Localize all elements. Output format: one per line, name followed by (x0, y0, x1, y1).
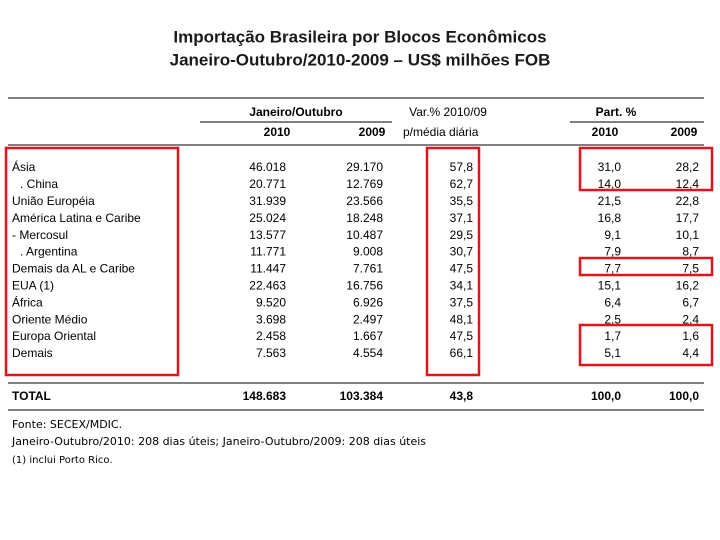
row-cell: 35,5 (450, 194, 474, 208)
column-header: 2009 (671, 125, 698, 139)
row-cell: 10.487 (346, 228, 383, 242)
row-cell: 3.698 (256, 312, 286, 326)
group-header: Part. % (596, 105, 637, 119)
row-cell: 15,1 (598, 278, 622, 292)
row-cell: 25.024 (249, 211, 286, 225)
total-cell: 103.384 (340, 389, 384, 403)
row-label: América Latina e Caribe (12, 211, 141, 225)
row-cell: 57,8 (450, 160, 474, 174)
row-cell: 7,5 (682, 262, 699, 276)
row-cell: 6,4 (604, 295, 621, 309)
total-cell: 100,0 (591, 389, 621, 403)
row-label: . China (20, 177, 58, 191)
row-cell: 23.566 (346, 194, 383, 208)
row-cell: 2.458 (256, 329, 286, 343)
row-cell: 4,4 (682, 346, 699, 360)
row-cell: 28,2 (676, 160, 700, 174)
highlight (578, 323, 714, 367)
total-label: TOTAL (12, 389, 51, 403)
row-cell: 16,2 (676, 278, 700, 292)
row-cell: 8,7 (682, 245, 699, 259)
row-cell: 5,1 (604, 346, 621, 360)
row-cell: 29.170 (346, 160, 383, 174)
row-cell: 62,7 (450, 177, 474, 191)
row-label: União Européia (12, 194, 95, 208)
row-cell: 9.008 (353, 245, 383, 259)
row-label: Demais (12, 346, 53, 360)
row-label: . Argentina (20, 245, 78, 259)
note: Janeiro-Outubro/2010: 208 dias úteis; Ja… (11, 435, 426, 448)
row-cell: 30,7 (450, 245, 474, 259)
total-cell: 148.683 (243, 389, 287, 403)
row-cell: 29,5 (450, 228, 474, 242)
row-cell: 66,1 (450, 346, 474, 360)
row-label: EUA (1) (12, 278, 54, 292)
row-cell: 7,7 (604, 262, 621, 276)
row-cell: 21,5 (598, 194, 622, 208)
row-cell: 7.761 (353, 262, 383, 276)
group-header: Var.% 2010/09 (409, 105, 487, 119)
row-cell: 22.463 (249, 278, 286, 292)
column-header: p/média diária (403, 125, 479, 139)
row-cell: 16.756 (346, 278, 383, 292)
row-label: Ásia (12, 159, 36, 174)
total-cell: 43,8 (450, 389, 474, 403)
row-cell: 2,4 (682, 312, 699, 326)
row-cell: 10,1 (676, 228, 700, 242)
row-cell: 47,5 (450, 329, 474, 343)
row-cell: 2.497 (353, 312, 383, 326)
row-cell: 13.577 (249, 228, 286, 242)
table-body: 2010 2009 p/média diária 2010 2009 Ásia 46.018… (12, 125, 699, 403)
highlight (578, 256, 714, 277)
note: (1) inclui Porto Rico. (12, 455, 113, 466)
total-cell: 100,0 (669, 389, 699, 403)
row-cell: 18.248 (346, 211, 383, 225)
column-header: 2009 (359, 125, 386, 139)
row-cell: 22,8 (676, 194, 700, 208)
row-cell: 20.771 (249, 177, 286, 191)
row-cell: 4.554 (353, 346, 383, 360)
row-cell: 7.563 (256, 346, 286, 360)
highlight (578, 146, 714, 192)
row-cell: 37,1 (450, 211, 474, 225)
row-cell: 12.769 (346, 177, 383, 191)
row-cell: 12,4 (676, 177, 700, 191)
column-header: 2010 (264, 125, 291, 139)
title-line: Importação Brasileira por Blocos Econômi… (173, 27, 546, 46)
row-cell: 37,5 (450, 295, 474, 309)
row-cell: 34,1 (450, 278, 474, 292)
row-cell: 1,6 (682, 329, 699, 343)
row-cell: 46.018 (249, 160, 286, 174)
title-line: Janeiro-Outubro/2010-2009 – US$ milhões … (170, 50, 551, 69)
row-cell: 7,9 (604, 245, 621, 259)
row-cell: 14,0 (598, 177, 622, 191)
row-cell: 11.771 (250, 245, 286, 259)
row-cell: 1.667 (353, 329, 383, 343)
row-cell: 11.447 (250, 262, 286, 276)
row-cell: 2,5 (604, 312, 621, 326)
row-label: Oriente Médio (12, 312, 88, 326)
row-cell: 17,7 (676, 211, 700, 225)
row-label: Demais da AL e Caribe (12, 262, 135, 276)
highlight (4, 146, 180, 377)
row-cell: 48,1 (450, 312, 474, 326)
row-label: - Mercosul (12, 228, 68, 242)
row-cell: 9.520 (256, 295, 286, 309)
row-label: África (12, 294, 43, 309)
note: Fonte: SECEX/MDIC. (12, 418, 122, 431)
row-cell: 9,1 (604, 228, 621, 242)
column-header: 2010 (592, 125, 619, 139)
highlight (425, 146, 481, 377)
row-cell: 31.939 (249, 194, 286, 208)
row-cell: 16,8 (598, 211, 622, 225)
group-header: Janeiro/Outubro (249, 105, 342, 119)
row-cell: 6,7 (682, 295, 699, 309)
row-label: Europa Oriental (12, 329, 96, 343)
row-cell: 6.926 (353, 295, 383, 309)
row-cell: 47,5 (450, 262, 474, 276)
row-cell: 1,7 (604, 329, 621, 343)
row-cell: 31,0 (598, 160, 622, 174)
